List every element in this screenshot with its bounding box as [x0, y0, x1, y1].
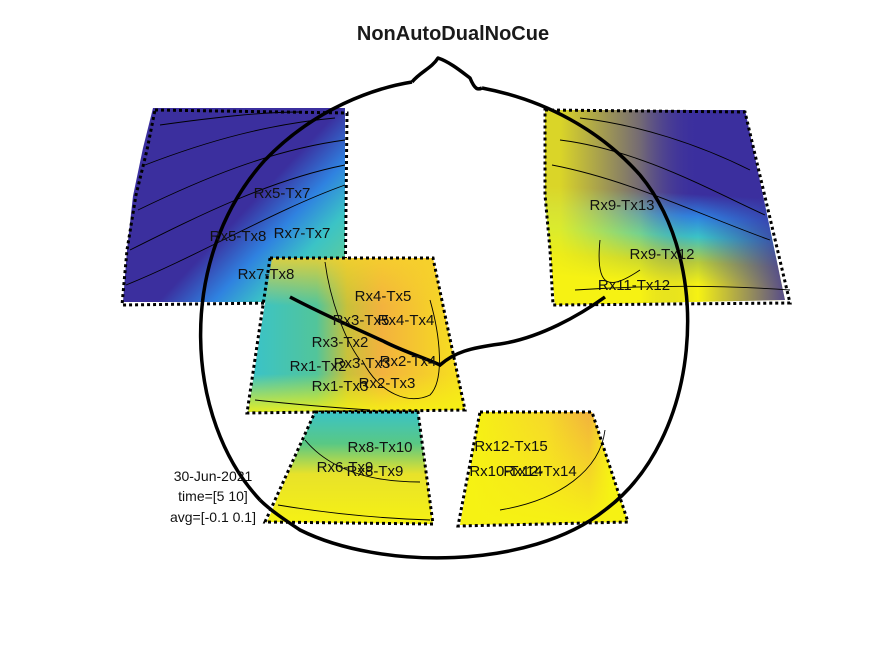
date-label: 30-Jun-2021 [174, 468, 253, 484]
channel-label: Rx4-Tx5 [355, 288, 412, 305]
channel-label: Rx5-Tx7 [254, 185, 311, 202]
channel-label: Rx11-Tx12 [598, 277, 670, 294]
channel-label: Rx8-Tx9 [347, 463, 404, 480]
channel-label: Rx9-Tx13 [589, 197, 654, 214]
average-window-label: avg=[-0.1 0.1] [170, 509, 256, 525]
channel-label: Rx7-Tx7 [274, 225, 331, 242]
channel-label: Rx12-Tx15 [474, 438, 547, 455]
channel-label: Rx4-Tx4 [378, 312, 435, 329]
channel-label: Rx8-Tx10 [347, 439, 412, 456]
channel-label: Rx2-Tx3 [359, 375, 416, 392]
channel-label: Rx12-Tx14 [503, 463, 576, 480]
figure-title: NonAutoDualNoCue [357, 23, 549, 45]
time-window-label: time=[5 10] [178, 488, 248, 504]
channel-label: Rx5-Tx8 [210, 228, 267, 245]
channel-label: Rx3-Tx2 [312, 334, 369, 351]
right-frontal-patch [545, 110, 790, 305]
channel-label: Rx7-Tx8 [238, 266, 295, 283]
channel-label: Rx9-Tx12 [629, 246, 694, 263]
channel-label: Rx2-Tx4 [380, 353, 437, 370]
